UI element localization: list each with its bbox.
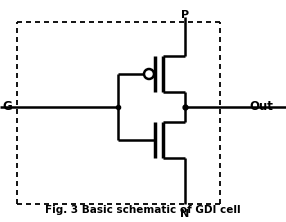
Text: Out: Out [249, 101, 273, 113]
Text: G: G [2, 101, 12, 113]
Text: N: N [180, 209, 190, 219]
Text: P: P [181, 10, 189, 20]
Text: Fig. 3 Basic schematic of GDI cell: Fig. 3 Basic schematic of GDI cell [45, 205, 241, 215]
